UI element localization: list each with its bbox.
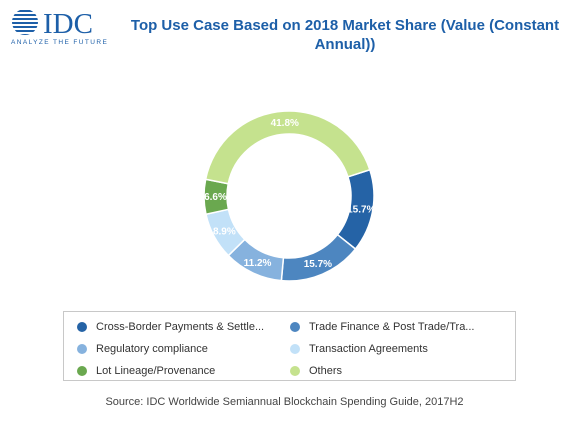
- legend-item[interactable]: Others: [290, 365, 342, 377]
- legend-swatch: [77, 344, 87, 354]
- logo-tagline: ANALYZE THE FUTURE: [11, 39, 109, 46]
- slice-label-2: 15.7%: [304, 259, 332, 270]
- legend-label: Regulatory compliance: [96, 343, 208, 355]
- slice-label-3: 11.2%: [244, 258, 272, 269]
- slice-label-5: 6.6%: [204, 192, 227, 203]
- legend-item[interactable]: Regulatory compliance: [77, 343, 208, 355]
- legend-item[interactable]: Lot Lineage/Provenance: [77, 365, 215, 377]
- legend-swatch: [77, 366, 87, 376]
- chart-legend: Cross-Border Payments & Settle... Trade F…: [63, 311, 516, 381]
- donut-slice-6[interactable]: [204, 110, 371, 185]
- logo-text: IDC: [43, 8, 93, 38]
- donut-slice-2[interactable]: [280, 233, 357, 282]
- source-note: Source: IDC Worldwide Semiannual Blockch…: [105, 396, 464, 408]
- legend-item[interactable]: Transaction Agreements: [290, 343, 428, 355]
- legend-label: Trade Finance & Post Trade/Tra...: [309, 321, 475, 333]
- legend-item[interactable]: Cross-Border Payments & Settle...: [77, 321, 264, 333]
- idc-globe-logo-icon: IDC: [12, 8, 93, 38]
- legend-label: Lot Lineage/Provenance: [96, 365, 216, 377]
- legend-swatch: [290, 344, 300, 354]
- legend-swatch: [77, 322, 87, 332]
- slice-label-1: 15.7%: [347, 205, 375, 216]
- legend-label: Others: [309, 365, 343, 377]
- legend-swatch: [290, 366, 300, 376]
- chart-title: Top Use Case Based on 2018 Market Share …: [130, 17, 560, 53]
- legend-label: Transaction Agreements: [309, 343, 428, 355]
- idc-logo: IDC ANALYZE THE FUTURE: [10, 8, 120, 48]
- legend-item[interactable]: Trade Finance & Post Trade/Tra...: [290, 321, 474, 333]
- slice-label-4: 8.9%: [213, 227, 236, 238]
- slice-label-6: 41.8%: [271, 118, 299, 129]
- legend-label: Cross-Border Payments & Settle...: [96, 321, 265, 333]
- legend-swatch: [290, 322, 300, 332]
